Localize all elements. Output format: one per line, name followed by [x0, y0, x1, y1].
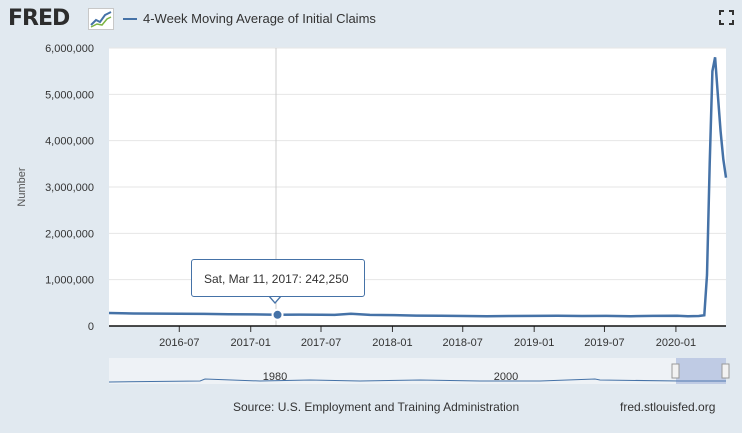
y-tick-label: 0	[88, 321, 94, 333]
y-gridlines	[109, 47, 726, 281]
logo-graph-line	[90, 11, 112, 26]
x-tick-label: 2018-01	[372, 337, 412, 349]
fred-logo[interactable]: FRED	[8, 6, 70, 31]
source-text: Source: U.S. Employment and Training Adm…	[233, 400, 520, 414]
series-line[interactable]	[108, 57, 728, 318]
legend-label: 4-Week Moving Average of Initial Claims	[143, 11, 376, 26]
x-tick-label: 2016-07	[159, 337, 199, 349]
navigator-tick-2000: 2000	[494, 371, 518, 383]
fullscreen-corners	[719, 10, 734, 25]
x-tick-label: 2018-07	[443, 337, 483, 349]
navigator-handle-right[interactable]	[721, 363, 730, 379]
y-tick-label: 6,000,000	[45, 43, 94, 55]
y-tick-labels: 6,000,000 5,000,000 4,000,000 3,000,000 2,00…	[45, 43, 94, 333]
y-tick-label: 3,000,000	[45, 182, 94, 194]
legend[interactable]: 4-Week Moving Average of Initial Claims	[123, 11, 376, 26]
legend-swatch	[123, 17, 137, 20]
navigator-handle-left[interactable]	[671, 363, 680, 379]
y-tick-label: 5,000,000	[45, 89, 94, 101]
fred-logo-graph-icon	[88, 8, 114, 30]
y-tick-label: 4,000,000	[45, 136, 94, 148]
logo-graph-svg	[90, 11, 112, 28]
x-tick-labels: 2016-07 2017-01 2017-07 2018-01 2018-07 2019-…	[159, 326, 696, 349]
tooltip-date: Sat, Mar 11, 2017:	[204, 272, 302, 286]
x-tick-label: 2019-07	[584, 337, 624, 349]
navigator-tick-1980: 1980	[263, 371, 287, 383]
highlight-point[interactable]	[271, 308, 284, 321]
logo-graph-line-2	[90, 16, 112, 28]
navigator-selection[interactable]	[676, 358, 726, 384]
x-tick-label: 2017-07	[301, 337, 341, 349]
tooltip: Sat, Mar 11, 2017: 242,250	[191, 259, 365, 297]
tooltip-value: 242,250	[305, 272, 349, 286]
x-tick-label: 2019-01	[514, 337, 554, 349]
fullscreen-icon[interactable]	[719, 10, 734, 25]
y-tick-label: 2,000,000	[45, 228, 94, 240]
credit-link[interactable]: fred.stlouisfed.org	[620, 400, 716, 414]
x-tick-label: 2020-01	[656, 337, 696, 349]
chart-header: FRED 4-Week Moving Average of Initial Cl…	[0, 0, 742, 40]
tooltip-arrow-inner	[269, 295, 281, 302]
x-tick-label: 2017-01	[231, 337, 271, 349]
fullscreen-svg	[719, 10, 734, 25]
navigator-series	[108, 378, 726, 383]
y-tick-label: 1,000,000	[45, 275, 94, 287]
